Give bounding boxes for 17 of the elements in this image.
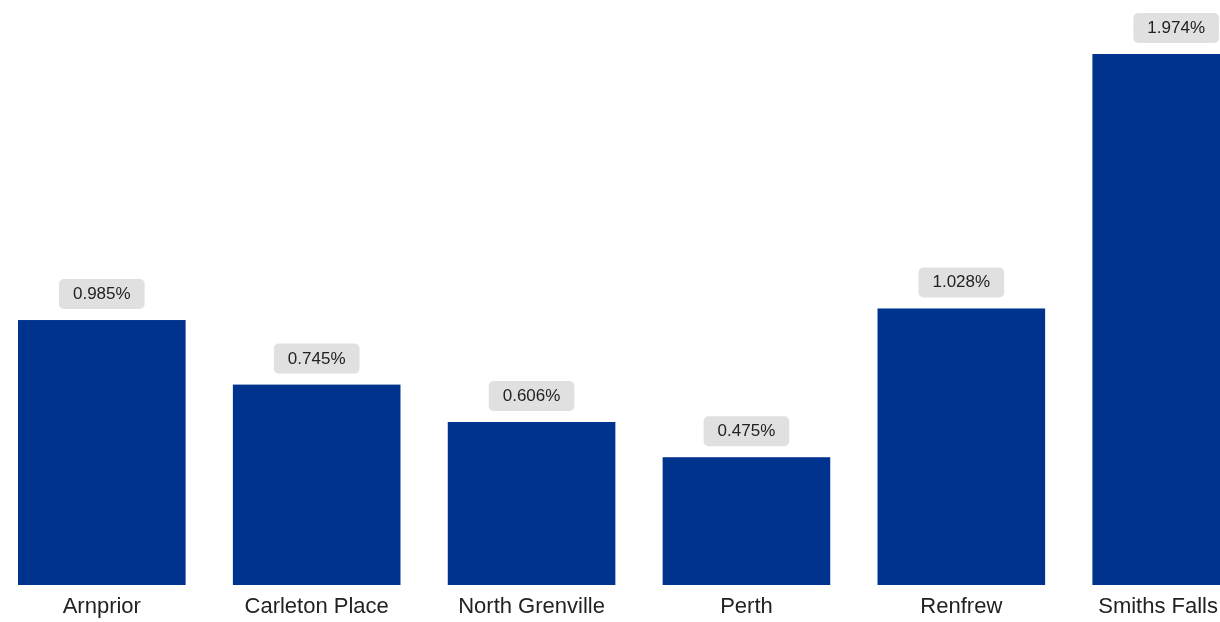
bar: [662, 457, 831, 585]
x-tick-label: Arnprior: [62, 592, 141, 618]
bar: [232, 384, 401, 585]
x-tick-label: Perth: [720, 592, 773, 618]
x-tick-label: Carleton Place: [244, 592, 389, 618]
data-label: 0.606%: [502, 385, 561, 405]
bar: [447, 421, 616, 585]
x-tick-label: North Grenville: [458, 592, 605, 618]
bar: [877, 308, 1046, 585]
data-label: 0.985%: [72, 284, 131, 304]
x-tick-label: Smiths Falls: [1098, 592, 1218, 618]
bar: [18, 320, 186, 585]
x-tick-label: Renfrew: [920, 592, 1003, 618]
data-label: 1.974%: [1147, 18, 1206, 37]
data-label: 0.745%: [287, 348, 346, 368]
data-label: 1.028%: [932, 272, 991, 292]
data-label: 0.475%: [717, 421, 776, 441]
